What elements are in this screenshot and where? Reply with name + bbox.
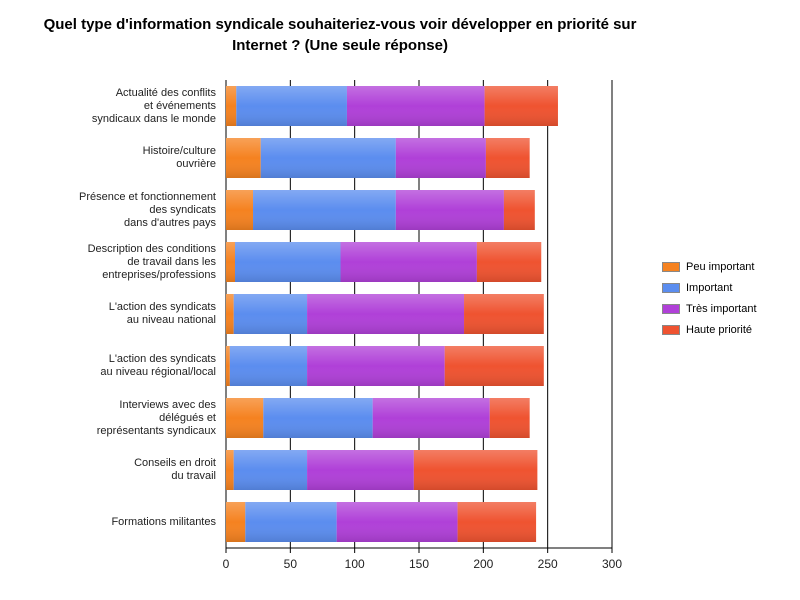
category-label-line: ouvrière: [176, 158, 216, 170]
category-label-line: de travail dans les: [127, 255, 216, 268]
category-label: L'action des syndicats au niveau national: [16, 301, 216, 327]
bar-segment-shade: [395, 138, 486, 178]
category-label-line: L'action des syndicats: [108, 353, 216, 365]
bar-segment-shade: [336, 502, 458, 542]
bar-segment-shade: [464, 294, 544, 334]
category-label: Description des conditions de travail dan…: [16, 243, 216, 282]
x-tick-label: 100: [345, 557, 365, 571]
x-tick-label: 200: [473, 557, 493, 571]
category-label-line: des syndicats: [149, 203, 216, 216]
category-label: Histoire/culture ouvrière: [16, 145, 216, 171]
category-label-line: Formations militantes: [111, 515, 216, 528]
category-label-line: Actualité des conflits: [115, 86, 216, 99]
bar-segment-shade: [233, 294, 308, 334]
category-label-line: Histoire/culture: [142, 145, 216, 157]
bar-segment-shade: [229, 346, 308, 386]
legend: Peu important Important Très important Haut…: [662, 256, 792, 340]
bar-segment-shade: [263, 398, 373, 438]
x-tick-label: 0: [223, 557, 230, 571]
bar-segment-shade: [235, 242, 341, 282]
bar-segment-shade: [485, 138, 530, 178]
category-label: Présence et fonctionnement des syndicats d…: [16, 191, 216, 230]
category-label-line: au niveau national: [126, 314, 216, 326]
legend-label: Très important: [686, 302, 757, 315]
category-label-line: L'action des syndicats: [108, 301, 216, 313]
category-label-line: syndicaux dans le monde: [91, 112, 216, 125]
category-label-line: représentants syndicaux: [96, 424, 216, 437]
category-label: Actualité des conflits et événements syndi…: [16, 87, 216, 126]
category-label: L'action des syndicats au niveau régional…: [16, 353, 216, 379]
bar-segment-shade: [226, 138, 261, 178]
bar-segment-shade: [226, 190, 254, 230]
bar-segment-shade: [233, 450, 308, 490]
bar-segment-shade: [226, 86, 237, 126]
legend-item: Haute priorité: [662, 319, 792, 340]
bar-segment-shade: [226, 450, 234, 490]
legend-item: Important: [662, 277, 792, 298]
bar-segment-shade: [236, 86, 347, 126]
category-label-line: et événements: [143, 99, 216, 112]
bar-segment-shade: [340, 242, 477, 282]
bar-segment-shade: [245, 502, 337, 542]
category-label-line: Conseils en droit: [134, 457, 216, 469]
bar-segment-shade: [503, 190, 535, 230]
x-tick-label: 300: [602, 557, 622, 571]
legend-item: Très important: [662, 298, 792, 319]
category-label-line: dans d'autres pays: [124, 216, 216, 229]
legend-label: Haute priorité: [686, 323, 753, 336]
bar-segment-shade: [226, 502, 246, 542]
bar-segment-shade: [489, 398, 530, 438]
category-label-line: au niveau régional/local: [100, 366, 216, 378]
bars: [226, 86, 558, 542]
bar-segment-shade: [307, 294, 465, 334]
category-label: Conseils en droit du travail: [16, 457, 216, 483]
bar-segment-shade: [476, 242, 542, 282]
category-label-line: délégués et: [159, 411, 216, 424]
bar-segment-shade: [372, 398, 490, 438]
bar-segment-shade: [444, 346, 544, 386]
bar-segment-shade: [484, 86, 558, 126]
axes: 0 50 100 150 200 250 300: [223, 547, 622, 571]
bar-segment-shade: [226, 346, 230, 386]
legend-item: Peu important: [662, 256, 792, 277]
legend-label: Peu important: [686, 260, 755, 273]
category-label-line: du travail: [171, 470, 216, 482]
bar-segment-shade: [307, 450, 414, 490]
category-label: Formations militantes: [16, 516, 216, 529]
bar-segment-shade: [413, 450, 538, 490]
bar-segment-shade: [260, 138, 396, 178]
bar-segment-shade: [395, 190, 504, 230]
bar-segment-shade: [457, 502, 537, 542]
bar-segment-shade: [346, 86, 485, 126]
bar-segment-shade: [226, 398, 264, 438]
bar-segment-shade: [253, 190, 396, 230]
x-tick-label: 250: [538, 557, 558, 571]
category-label-line: Description des conditions: [87, 242, 216, 255]
category-label-line: entreprises/professions: [102, 268, 216, 281]
legend-label: Important: [686, 281, 733, 294]
category-label-line: Présence et fonctionnement: [79, 190, 216, 203]
chart-title: Quel type d'information syndicale souhai…: [43, 16, 637, 54]
x-tick-label: 50: [284, 557, 298, 571]
legend-swatch: [662, 324, 680, 335]
bar-segment-shade: [226, 294, 234, 334]
legend-swatch: [662, 261, 680, 272]
legend-swatch: [662, 282, 680, 293]
bar-segment-shade: [307, 346, 445, 386]
bar-segment-shade: [226, 242, 236, 282]
x-tick-label: 150: [409, 557, 429, 571]
category-label: Interviews avec des délégués et représenta…: [16, 399, 216, 438]
category-label-line: Interviews avec des: [119, 398, 216, 411]
legend-swatch: [662, 303, 680, 314]
